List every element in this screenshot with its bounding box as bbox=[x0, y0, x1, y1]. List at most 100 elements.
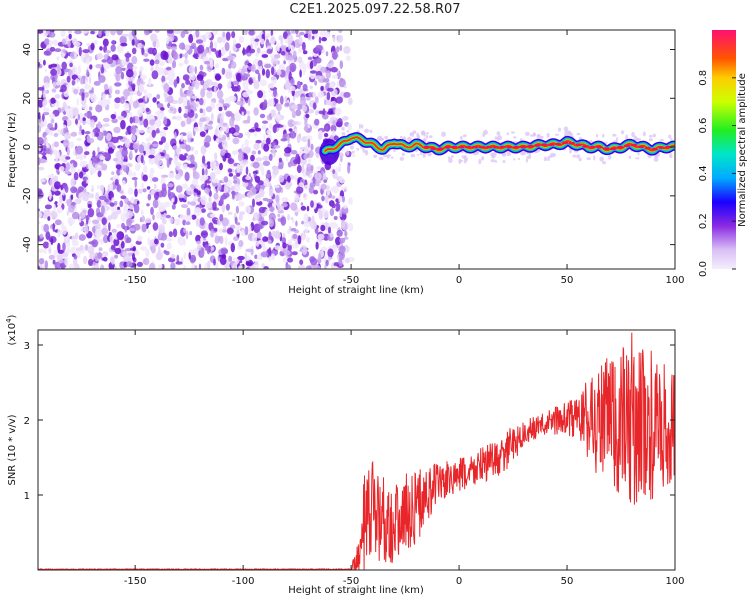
noise-speckle bbox=[325, 51, 329, 57]
noise-speckle bbox=[268, 98, 273, 106]
noise-speckle bbox=[218, 228, 223, 234]
noise-speckle bbox=[197, 44, 205, 54]
noise-speckle bbox=[79, 88, 85, 93]
noise-speckle bbox=[239, 165, 243, 173]
noise-speckle bbox=[152, 199, 159, 209]
noise-speckle bbox=[48, 190, 52, 200]
noise-speckle bbox=[179, 143, 187, 149]
trace-halo-speckle bbox=[576, 154, 581, 159]
noise-speckle bbox=[155, 30, 160, 33]
noise-speckle bbox=[114, 97, 122, 104]
noise-speckle bbox=[38, 86, 44, 91]
noise-speckle bbox=[213, 85, 217, 94]
noise-speckle bbox=[159, 130, 167, 138]
noise-speckle bbox=[280, 51, 286, 56]
noise-speckle bbox=[184, 215, 193, 220]
noise-speckle bbox=[337, 34, 344, 43]
noise-speckle bbox=[146, 149, 150, 154]
x-tick-label: -100 bbox=[232, 275, 255, 286]
noise-speckle bbox=[235, 205, 239, 214]
noise-speckle bbox=[219, 213, 224, 222]
noise-speckle bbox=[272, 166, 279, 170]
noise-speckle bbox=[238, 35, 244, 44]
noise-speckle bbox=[155, 211, 162, 219]
noise-speckle bbox=[154, 238, 159, 245]
noise-speckle bbox=[90, 93, 97, 103]
noise-speckle bbox=[90, 42, 95, 51]
noise-speckle bbox=[236, 172, 241, 177]
noise-speckle bbox=[114, 200, 118, 206]
noise-speckle bbox=[196, 74, 204, 81]
noise-speckle bbox=[124, 52, 132, 58]
noise-speckle bbox=[114, 82, 122, 87]
noise-speckle bbox=[110, 256, 115, 265]
noise-speckle bbox=[347, 164, 351, 174]
noise-speckle bbox=[98, 75, 106, 83]
snr-panel: -150 -100 -50 0 50 100 1 2 3 Height of straight… bbox=[5, 314, 685, 596]
trace-peak-mark bbox=[616, 145, 624, 149]
noise-speckle bbox=[210, 112, 214, 121]
trace-halo-speckle bbox=[572, 154, 577, 158]
noise-speckle bbox=[126, 237, 132, 244]
noise-speckle bbox=[116, 43, 124, 54]
noise-speckle bbox=[68, 141, 75, 149]
noise-speckle bbox=[91, 87, 94, 93]
noise-speckle bbox=[206, 91, 213, 99]
noise-speckle bbox=[133, 203, 140, 214]
trace-peak-mark bbox=[450, 145, 458, 149]
noise-speckle bbox=[204, 222, 209, 232]
noise-speckle bbox=[184, 52, 188, 60]
noise-speckle bbox=[254, 131, 257, 137]
noise-speckle bbox=[120, 212, 127, 222]
noise-speckle bbox=[315, 110, 319, 116]
y-tick-label: 20 bbox=[22, 92, 33, 105]
noise-speckle bbox=[278, 35, 283, 41]
noise-speckle bbox=[131, 39, 135, 46]
noise-speckle bbox=[330, 124, 337, 133]
noise-speckle bbox=[266, 198, 273, 203]
noise-speckle bbox=[235, 72, 242, 82]
noise-speckle bbox=[335, 96, 343, 104]
x-tick-label: 50 bbox=[561, 576, 574, 587]
noise-speckle bbox=[102, 123, 110, 127]
noise-speckle bbox=[95, 192, 100, 202]
noise-speckle bbox=[249, 187, 257, 196]
noise-speckle bbox=[120, 119, 126, 130]
noise-speckle bbox=[104, 199, 109, 203]
noise-speckle bbox=[294, 91, 300, 98]
noise-speckle bbox=[120, 240, 125, 249]
snr-y-label: SNR (10 * v/v) bbox=[7, 414, 18, 485]
noise-speckle bbox=[242, 80, 249, 89]
noise-speckle bbox=[250, 248, 254, 256]
noise-speckle bbox=[259, 79, 267, 87]
noise-speckle bbox=[138, 144, 145, 154]
noise-speckle bbox=[300, 202, 304, 206]
noise-speckle bbox=[255, 184, 261, 192]
noise-speckle bbox=[96, 199, 102, 208]
noise-speckle bbox=[38, 188, 43, 195]
noise-speckle bbox=[244, 73, 251, 78]
noise-speckle bbox=[260, 38, 265, 45]
noise-speckle bbox=[59, 259, 65, 264]
noise-speckle bbox=[290, 227, 297, 232]
noise-speckle bbox=[335, 236, 341, 246]
noise-speckle bbox=[102, 252, 107, 258]
noise-speckle bbox=[200, 195, 208, 206]
noise-speckle bbox=[235, 230, 240, 235]
noise-speckle bbox=[149, 59, 155, 66]
noise-speckle bbox=[271, 202, 277, 208]
noise-speckle bbox=[143, 58, 150, 62]
noise-speckle bbox=[113, 126, 121, 134]
noise-speckle bbox=[213, 134, 217, 141]
trace-peak-mark bbox=[423, 145, 431, 149]
noise-speckle bbox=[201, 168, 205, 177]
noise-speckle bbox=[180, 120, 186, 128]
noise-speckle bbox=[38, 125, 42, 133]
noise-speckle bbox=[44, 150, 52, 154]
noise-speckle bbox=[210, 172, 216, 180]
noise-speckle bbox=[269, 84, 275, 89]
noise-speckle bbox=[314, 96, 319, 104]
noise-speckle bbox=[38, 137, 44, 146]
noise-speckle bbox=[137, 188, 143, 194]
noise-speckle bbox=[100, 205, 105, 215]
